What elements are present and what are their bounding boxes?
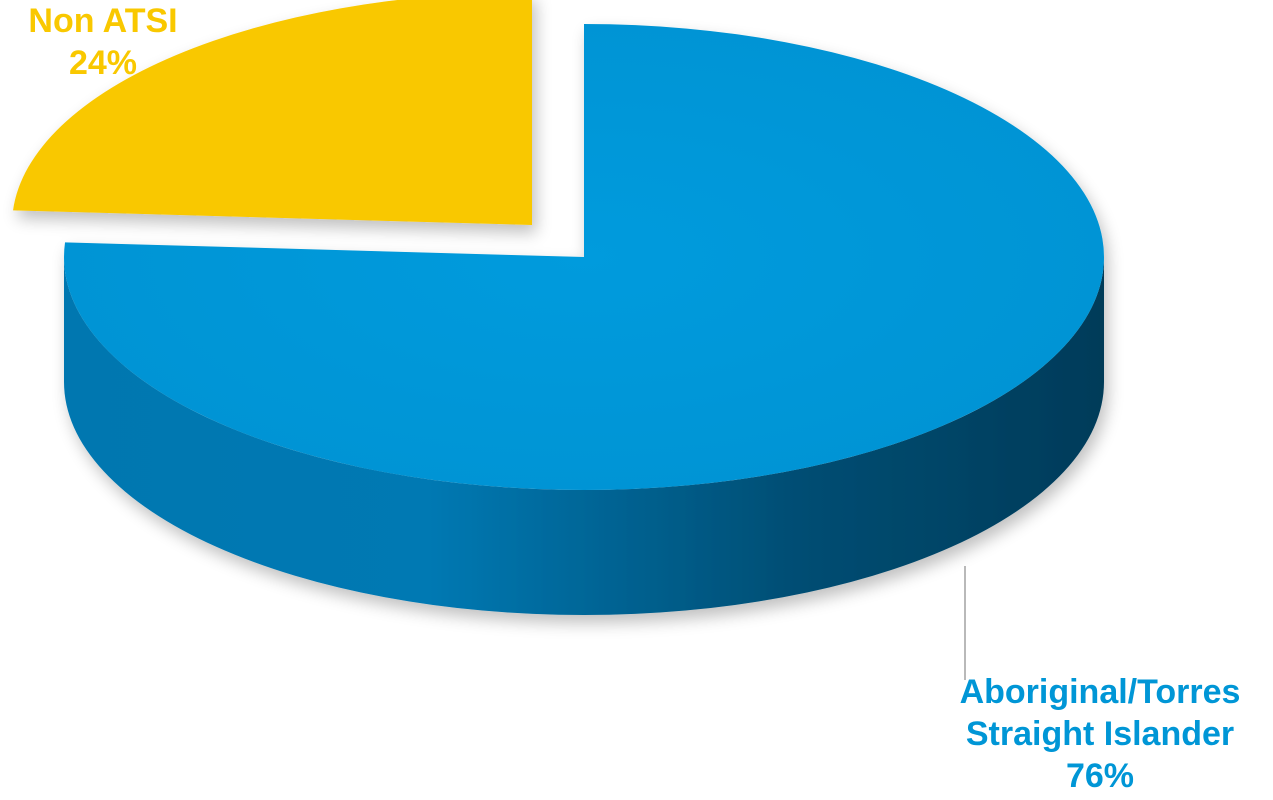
data-label-line: Aboriginal/Torres [960,673,1241,711]
data-label-atsi: Aboriginal/Torres Straight Islander 76% [960,673,1241,795]
data-label-non-atsi: Non ATSI 24% [28,2,177,82]
pie-slice-atsi [64,24,1105,615]
slice-side-wall [64,257,1104,615]
data-label-line: Straight Islander [966,715,1234,753]
slice-top-face [13,0,532,225]
pie-slice-non-atsi [13,0,532,225]
data-label-line: Non ATSI [28,2,177,40]
data-label-line: 76% [1066,757,1134,795]
data-labels: Aboriginal/Torres Straight Islander 76% Non… [28,2,1240,795]
data-label-line: 24% [69,44,137,82]
slice-top-face [64,24,1105,490]
pie-slices [13,0,1105,615]
